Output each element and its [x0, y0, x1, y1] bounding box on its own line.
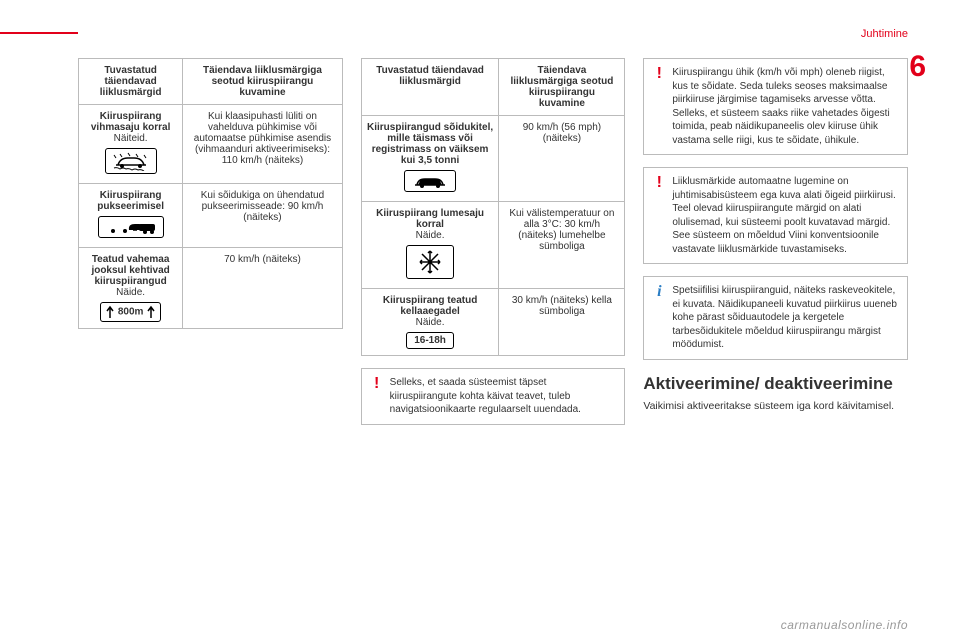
notice-text: Kiiruspiirangu ühik (km/h või mph) olene…	[672, 66, 899, 147]
car-sign	[404, 170, 456, 192]
distance-value: 800m	[118, 307, 144, 318]
accent-bar	[0, 32, 78, 34]
table-row: Teatud vahemaa jooksul kehtivad kiiruspi…	[79, 248, 343, 329]
table-row: Kiiruspiirang teatud kellaaegadel Näide.…	[361, 289, 625, 356]
signs-table-1: Tuvastatud täiendavad liiklusmärgid Täie…	[78, 58, 343, 329]
column-1: Tuvastatud täiendavad liiklusmärgid Täie…	[78, 58, 343, 610]
table-header-left: Tuvastatud täiendavad liiklusmärgid	[79, 59, 183, 105]
row-label: Kiiruspiirangud sõidukitel, mille täisma…	[367, 122, 493, 166]
snowflake-sign	[406, 245, 454, 279]
row-value: Kui sõidukiga on ühendatud pukseerimisse…	[183, 184, 342, 248]
row-label: Kiiruspiirang vihmasaju korral	[91, 111, 170, 133]
warning-icon: !	[652, 66, 666, 147]
table-row: Kiiruspiirang pukseerimisel Kui sõidukig…	[79, 184, 343, 248]
row-value: 70 km/h (näiteks)	[183, 248, 342, 329]
table-header-right: Täiendava liiklusmärgiga seotud kiiruspi…	[183, 59, 342, 105]
info-icon: i	[652, 284, 666, 352]
notice-specific-limits: i Spetsiifilisi kiiruspiiranguid, näitek…	[643, 276, 908, 360]
row-label: Kiiruspiirang teatud kellaaegadel	[383, 295, 477, 317]
column-3: ! Kiiruspiirangu ühik (km/h või mph) ole…	[643, 58, 908, 610]
time-sign: 16-18h	[406, 332, 454, 349]
row-value: Kui klaasipuhasti lüliti on vahelduva pü…	[183, 105, 342, 184]
notice-text: Spetsiifilisi kiiruspiiranguid, näiteks …	[672, 284, 899, 352]
row-value: 30 km/h (näiteks) kella sümboliga	[499, 289, 625, 356]
notice-update-maps: ! Selleks, et saada süsteemist täpset ki…	[361, 368, 626, 425]
table-header-right: Täiendava liiklusmärgiga seotud kiiruspi…	[499, 59, 625, 116]
notice-unit: ! Kiiruspiirangu ühik (km/h või mph) ole…	[643, 58, 908, 155]
row-label-cell: Kiiruspiirang teatud kellaaegadel Näide.…	[361, 289, 499, 356]
row-label-cell: Kiiruspiirang vihmasaju korral Näiteid.	[79, 105, 183, 184]
distance-sign: 800m	[100, 302, 161, 322]
watermark: carmanualsonline.info	[781, 618, 908, 632]
row-sublabel: Näiteid.	[114, 133, 148, 144]
row-sublabel: Näide.	[416, 317, 445, 328]
activation-paragraph: Vaikimisi aktiveeritakse süsteem iga kor…	[643, 399, 908, 413]
row-value: Kui välistemperatuur on alla 3°C: 30 km/…	[499, 202, 625, 289]
row-label: Teatud vahemaa jooksul kehtivad kiiruspi…	[91, 254, 169, 287]
table-row: Kiiruspiirang vihmasaju korral Näiteid. …	[79, 105, 343, 184]
notice-text: Liiklusmärkide automaatne lugemine on ju…	[672, 175, 899, 256]
row-label: Kiiruspiirang lumesaju korral	[376, 208, 484, 230]
rain-car-sign	[105, 148, 157, 174]
content-columns: Tuvastatud täiendavad liiklusmärgid Täie…	[78, 58, 908, 610]
row-value: 90 km/h (56 mph) (näiteks)	[499, 116, 625, 202]
row-sublabel: Näide.	[116, 287, 145, 298]
row-sublabel: Näide.	[416, 230, 445, 241]
notice-assist-system: ! Liiklusmärkide automaatne lugemine on …	[643, 167, 908, 264]
row-label-cell: Kiiruspiirang pukseerimisel	[79, 184, 183, 248]
table-header-left: Tuvastatud täiendavad liiklusmärgid	[361, 59, 499, 116]
warning-icon: !	[370, 376, 384, 417]
row-label: Kiiruspiirang pukseerimisel	[97, 190, 164, 212]
section-label: Juhtimine	[861, 28, 908, 40]
notice-text: Selleks, et saada süsteemist täpset kiir…	[390, 376, 617, 417]
row-label-cell: Teatud vahemaa jooksul kehtivad kiiruspi…	[79, 248, 183, 329]
row-label-cell: Kiiruspiirangud sõidukitel, mille täisma…	[361, 116, 499, 202]
chapter-number: 6	[909, 50, 926, 84]
column-2: Tuvastatud täiendavad liiklusmärgid Täie…	[361, 58, 626, 610]
time-value: 16-18h	[414, 335, 446, 346]
warning-icon: !	[652, 175, 666, 256]
towing-sign	[98, 216, 164, 238]
activation-heading: Aktiveerimine/ deaktiveerimine	[643, 374, 908, 394]
table-row: Kiiruspiirangud sõidukitel, mille täisma…	[361, 116, 625, 202]
table-row: Kiiruspiirang lumesaju korral Näide. Kui…	[361, 202, 625, 289]
page-header: Juhtimine	[861, 28, 908, 40]
signs-table-2: Tuvastatud täiendavad liiklusmärgid Täie…	[361, 58, 626, 356]
row-label-cell: Kiiruspiirang lumesaju korral Näide.	[361, 202, 499, 289]
